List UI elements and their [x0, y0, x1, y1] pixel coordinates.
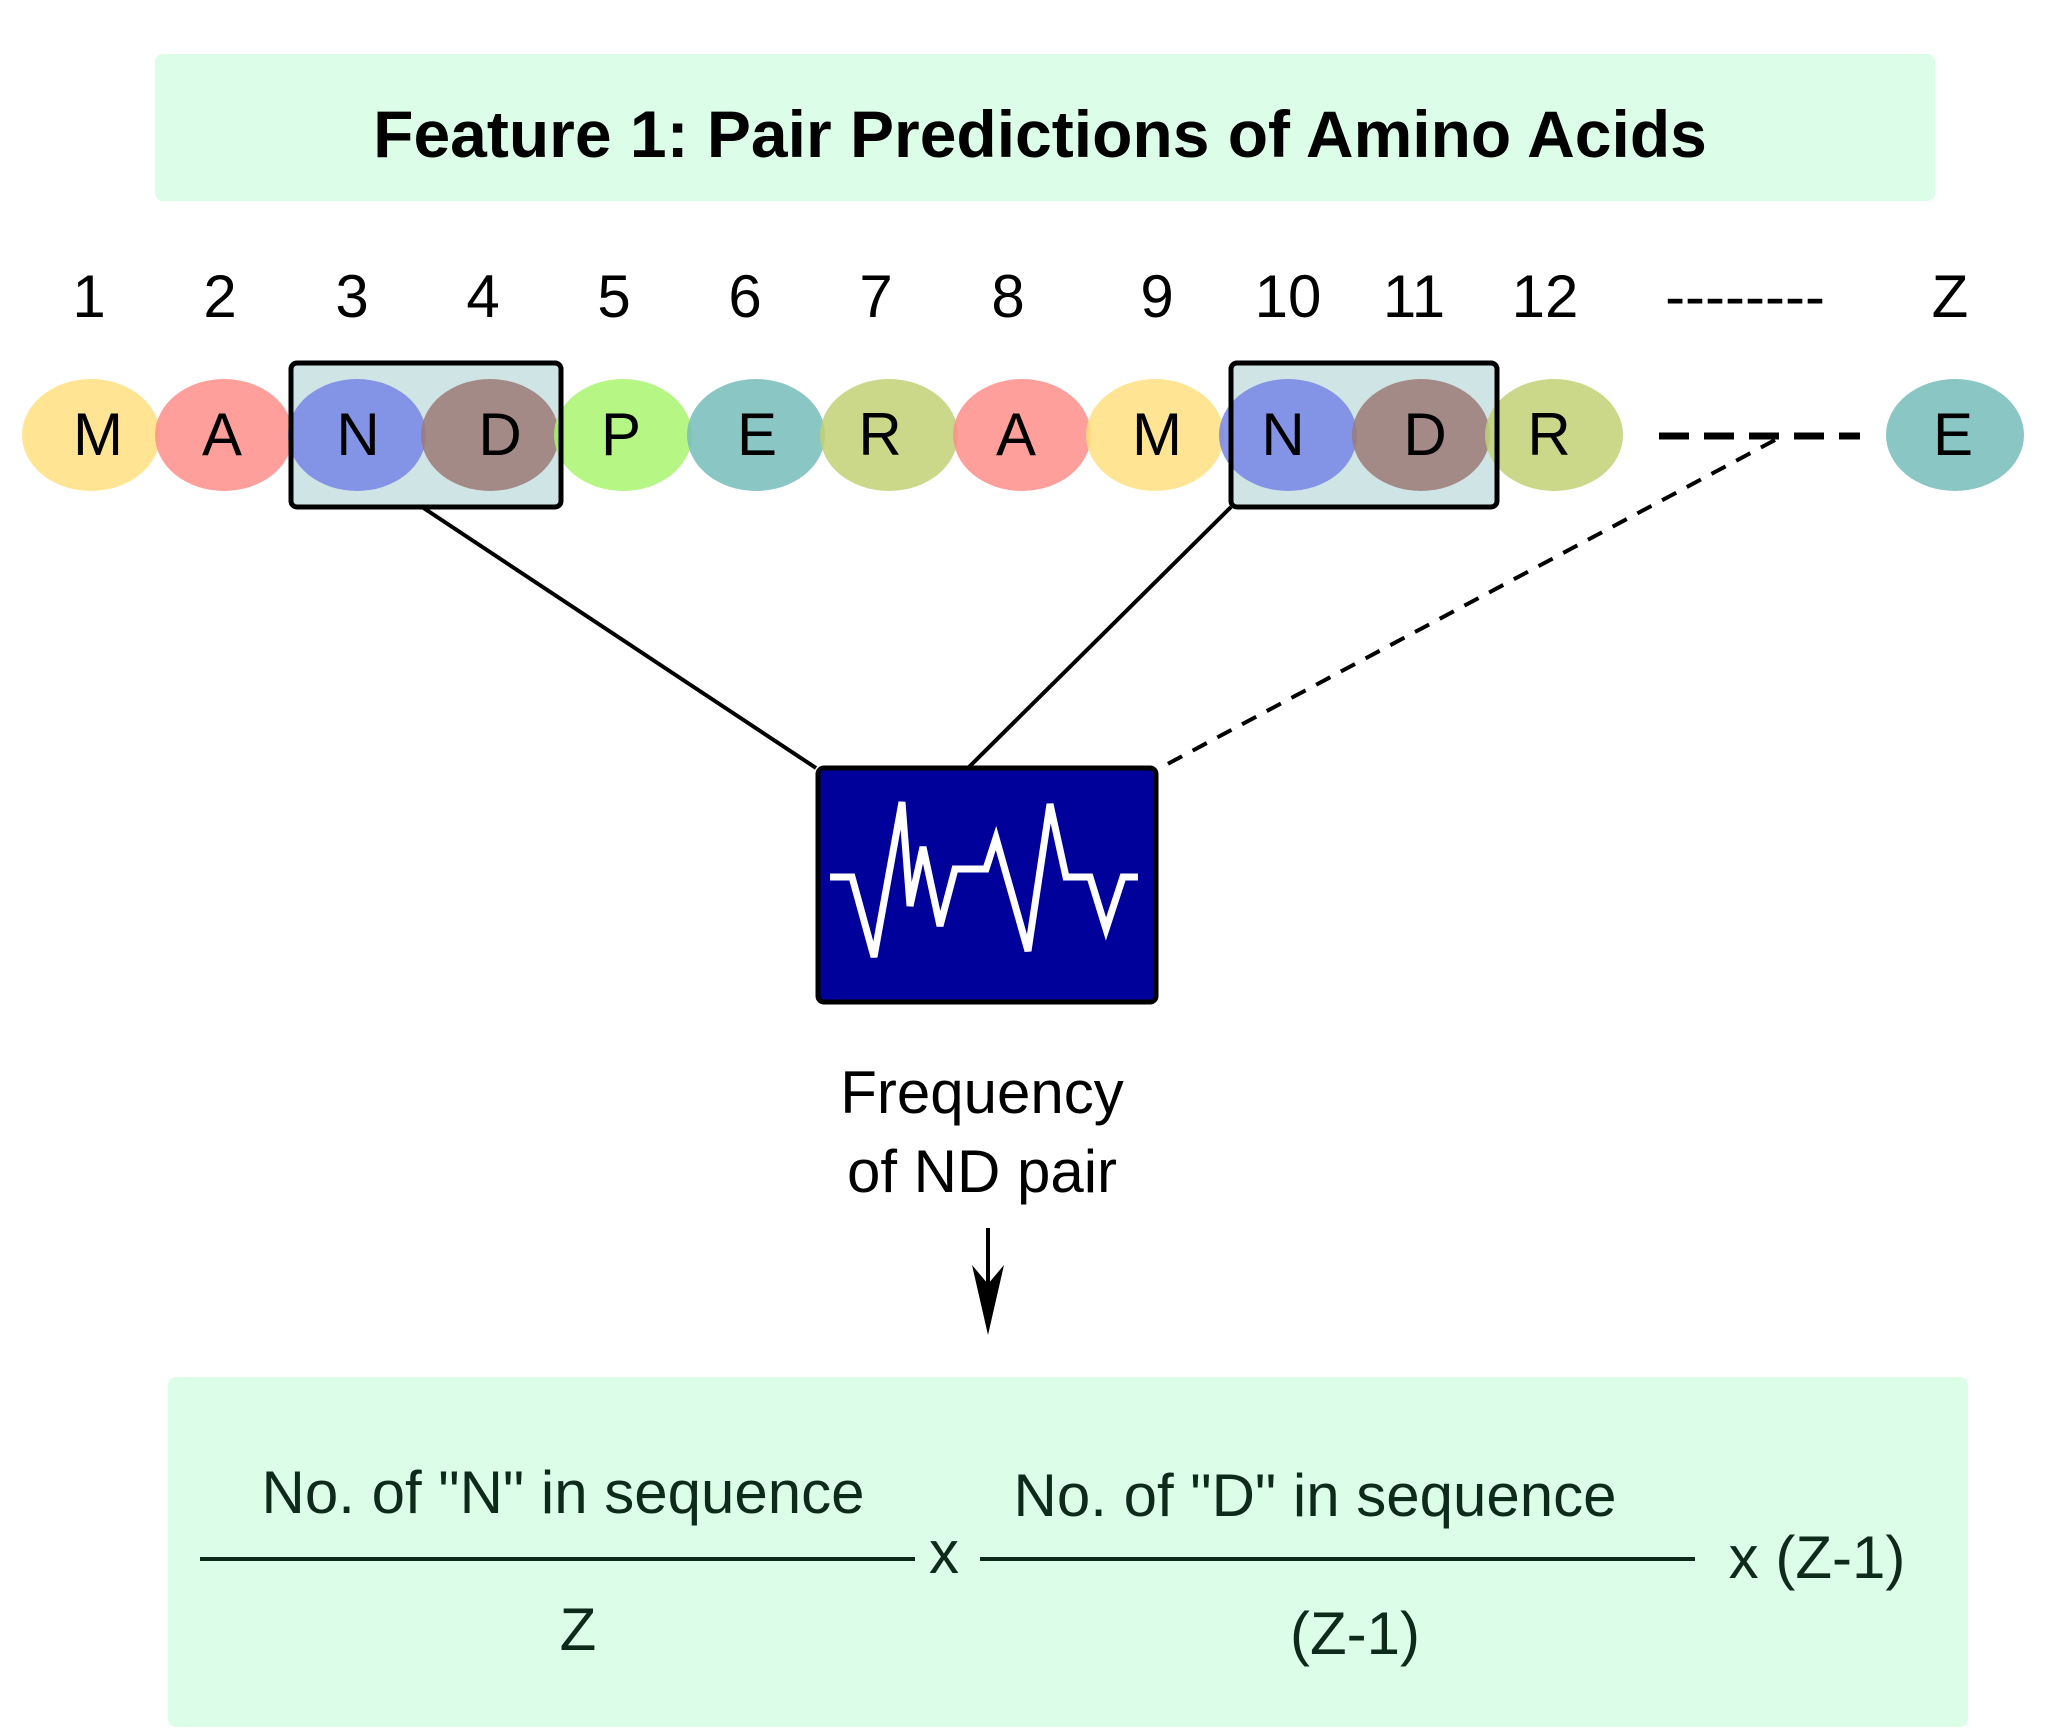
position-index-row: 1 2 3 4 5 6 7 8 9 10 11 12 -------- Z [72, 263, 1968, 330]
residue-letters: M A N D P E R A M N D R E [73, 401, 1973, 468]
residue-letter: P [601, 401, 641, 468]
position-index: 7 [859, 263, 892, 330]
title-banner [155, 54, 1935, 201]
residue-bead [421, 379, 559, 491]
frequency-caption-line2: of ND pair [847, 1138, 1117, 1205]
formula-numerator-d: No. of "D" in sequence [1014, 1462, 1617, 1529]
residue-letter: D [478, 401, 521, 468]
frequency-caption-line1: Frequency [840, 1059, 1123, 1126]
residue-bead [288, 379, 426, 491]
residue-bead [1485, 379, 1623, 491]
position-index: 8 [991, 263, 1024, 330]
residue-letter: A [996, 401, 1036, 468]
position-index: 2 [203, 263, 236, 330]
formula-tail: x (Z-1) [1729, 1524, 1906, 1591]
position-index-last: Z [1932, 263, 1969, 330]
residue-bead [155, 379, 293, 491]
residue-letter: R [858, 401, 901, 468]
formula-denominator-n: Z [560, 1596, 597, 1663]
down-arrow-icon [972, 1265, 1004, 1335]
residue-bead [1086, 379, 1224, 491]
residue-bead [820, 379, 958, 491]
residue-letter: A [202, 401, 242, 468]
formula-panel [168, 1377, 1968, 1727]
connector-line-dashed [1159, 438, 1776, 770]
connector-line [420, 505, 818, 770]
amino-acid-sequence [22, 379, 2024, 491]
position-index: 10 [1255, 263, 1322, 330]
pair-box-outline [288, 360, 564, 510]
position-index: 5 [597, 263, 630, 330]
residue-bead [1352, 379, 1490, 491]
position-index: 12 [1512, 263, 1579, 330]
position-index: 4 [466, 263, 499, 330]
residue-letter: R [1527, 401, 1570, 468]
residue-letter: E [737, 401, 777, 468]
residue-letter: E [1933, 401, 1973, 468]
residue-letter: N [1261, 401, 1304, 468]
residue-bead [687, 379, 825, 491]
residue-letter: M [1132, 401, 1182, 468]
diagram-title: Feature 1: Pair Predictions of Amino Aci… [373, 97, 1707, 171]
formula-times-sign: x [929, 1519, 959, 1586]
residue-bead [1886, 379, 2024, 491]
position-index: 11 [1383, 263, 1445, 330]
residue-letter: M [73, 401, 123, 468]
position-index: 9 [1140, 263, 1173, 330]
residue-bead [953, 379, 1091, 491]
residue-bead [1219, 379, 1357, 491]
waveform-icon [830, 801, 1138, 958]
formula-numerator-n: No. of "N" in sequence [262, 1459, 865, 1526]
residue-bead [554, 379, 692, 491]
position-index: 1 [72, 263, 105, 330]
frequency-monitor-icon [815, 765, 1159, 1005]
connector-line [966, 505, 1233, 770]
position-index: 3 [335, 263, 368, 330]
position-index: 6 [728, 263, 761, 330]
pair-box-outline [1228, 360, 1500, 510]
position-index-ellipsis: -------- [1665, 263, 1825, 330]
residue-letter: D [1403, 401, 1446, 468]
formula-denominator-d: (Z-1) [1290, 1600, 1420, 1667]
residue-bead [22, 379, 160, 491]
residue-letter: N [336, 401, 379, 468]
